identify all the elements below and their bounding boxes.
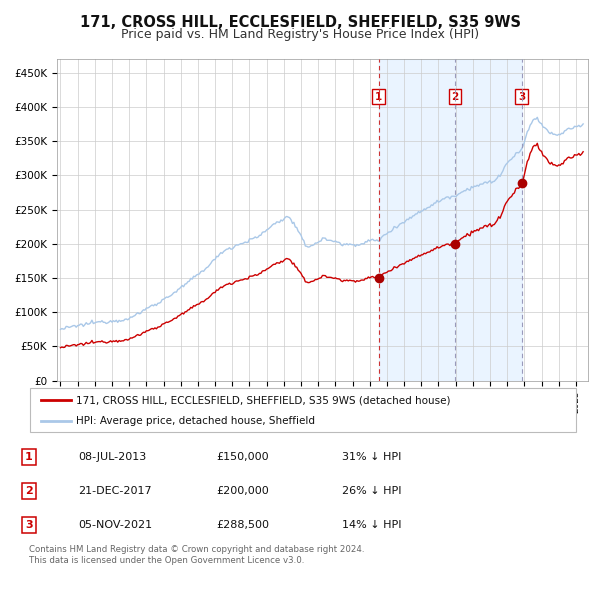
Text: 171, CROSS HILL, ECCLESFIELD, SHEFFIELD, S35 9WS: 171, CROSS HILL, ECCLESFIELD, SHEFFIELD,…	[79, 15, 521, 30]
Text: Contains HM Land Registry data © Crown copyright and database right 2024.
This d: Contains HM Land Registry data © Crown c…	[29, 545, 364, 565]
Text: 1: 1	[25, 452, 32, 461]
Text: 2: 2	[25, 486, 32, 496]
Text: 2: 2	[452, 91, 459, 101]
Text: 3: 3	[518, 91, 525, 101]
Text: 171, CROSS HILL, ECCLESFIELD, SHEFFIELD, S35 9WS (detached house): 171, CROSS HILL, ECCLESFIELD, SHEFFIELD,…	[76, 395, 451, 405]
Text: £288,500: £288,500	[216, 520, 269, 530]
Text: 05-NOV-2021: 05-NOV-2021	[78, 520, 152, 530]
Text: £150,000: £150,000	[216, 452, 269, 461]
Text: 14% ↓ HPI: 14% ↓ HPI	[342, 520, 401, 530]
Text: 31% ↓ HPI: 31% ↓ HPI	[342, 452, 401, 461]
Text: 21-DEC-2017: 21-DEC-2017	[78, 486, 152, 496]
Text: 08-JUL-2013: 08-JUL-2013	[78, 452, 146, 461]
Text: £200,000: £200,000	[216, 486, 269, 496]
Text: Price paid vs. HM Land Registry's House Price Index (HPI): Price paid vs. HM Land Registry's House …	[121, 28, 479, 41]
Text: 3: 3	[25, 520, 32, 530]
Text: 26% ↓ HPI: 26% ↓ HPI	[342, 486, 401, 496]
Text: HPI: Average price, detached house, Sheffield: HPI: Average price, detached house, Shef…	[76, 416, 316, 426]
Text: 1: 1	[375, 91, 382, 101]
Bar	[379, 59, 521, 381]
